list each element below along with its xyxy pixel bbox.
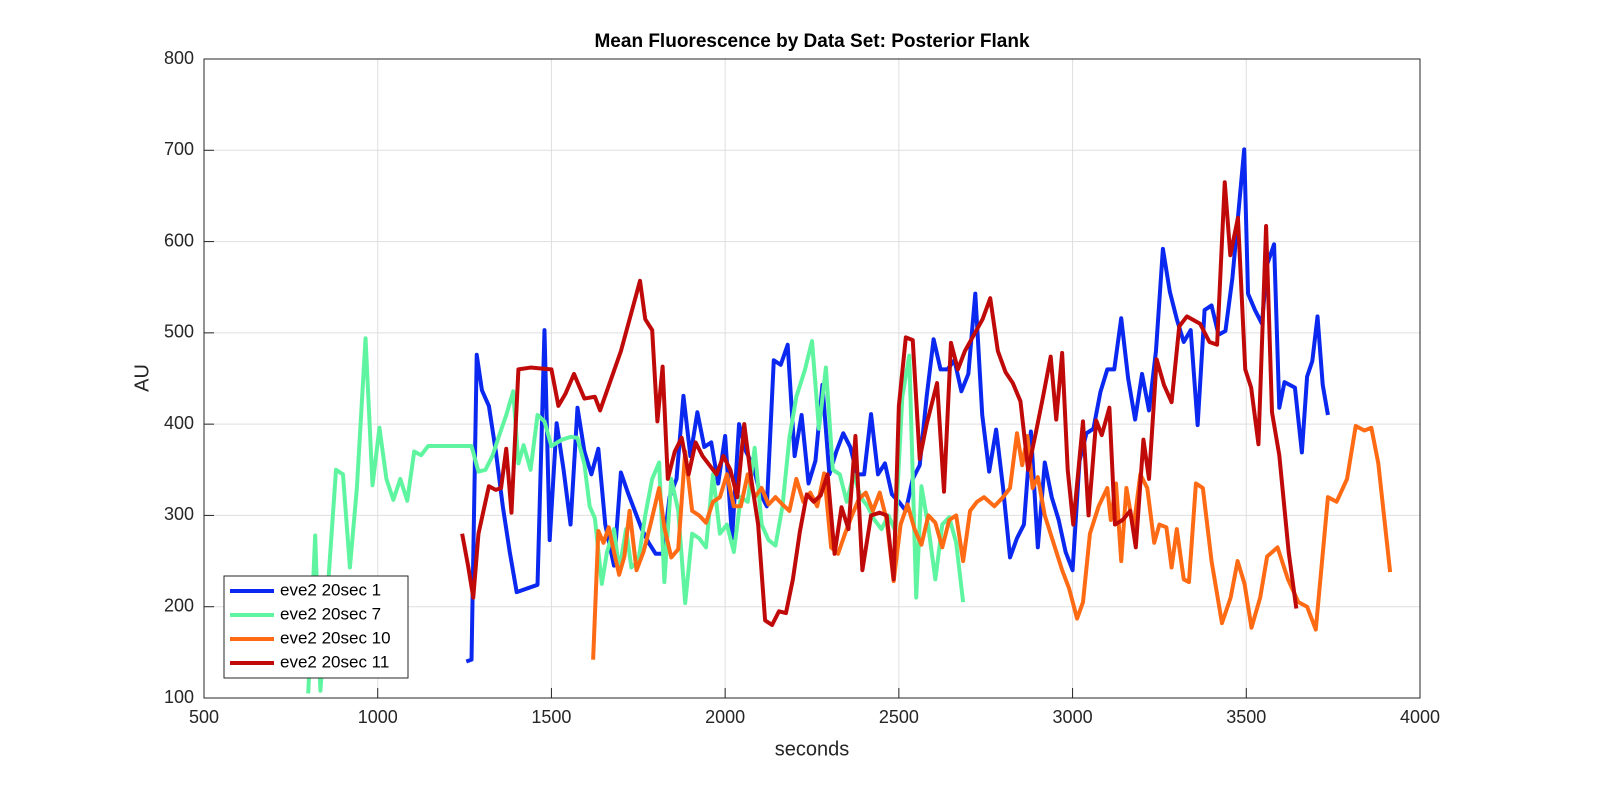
y-tick-label: 600 bbox=[164, 230, 194, 250]
axes-box bbox=[203, 58, 1421, 699]
x-tick-label: 3500 bbox=[1226, 707, 1266, 727]
x-tick-label: 4000 bbox=[1400, 707, 1440, 727]
legend-label: eve2 20sec 10 bbox=[280, 628, 391, 647]
x-tick-label: 3000 bbox=[1053, 707, 1093, 727]
x-axis-label: seconds bbox=[775, 738, 850, 760]
data-line bbox=[591, 423, 1393, 660]
y-tick-label: 500 bbox=[164, 322, 194, 342]
y-axis-label: AU bbox=[131, 364, 153, 392]
y-tick-label: 800 bbox=[164, 48, 194, 68]
legend-label: eve2 20sec 7 bbox=[280, 604, 381, 623]
legend-label: eve2 20sec 11 bbox=[280, 652, 389, 671]
y-tick-label: 100 bbox=[164, 687, 194, 707]
legend: eve2 20sec 1 eve2 20sec 7 eve2 20sec 10 eve… bbox=[223, 575, 409, 679]
data-line bbox=[460, 180, 1299, 627]
y-tick-label: 400 bbox=[164, 413, 194, 433]
chart-title: Mean Fluorescence by Data Set: Posterior… bbox=[594, 31, 1029, 52]
legend-label: eve2 20sec 1 bbox=[280, 580, 381, 599]
ticks: 500 1000 1500 2000 2500 3000 3500 4000 100 200 300… bbox=[164, 48, 1440, 727]
plot-area bbox=[306, 147, 1393, 694]
y-tick-label: 700 bbox=[164, 139, 194, 159]
x-tick-label: 1500 bbox=[531, 707, 571, 727]
x-tick-label: 500 bbox=[189, 707, 219, 727]
y-tick-label: 200 bbox=[164, 595, 194, 615]
x-tick-label: 1000 bbox=[358, 707, 398, 727]
x-tick-label: 2000 bbox=[705, 707, 745, 727]
y-tick-label: 300 bbox=[164, 504, 194, 524]
x-tick-label: 2500 bbox=[879, 707, 919, 727]
